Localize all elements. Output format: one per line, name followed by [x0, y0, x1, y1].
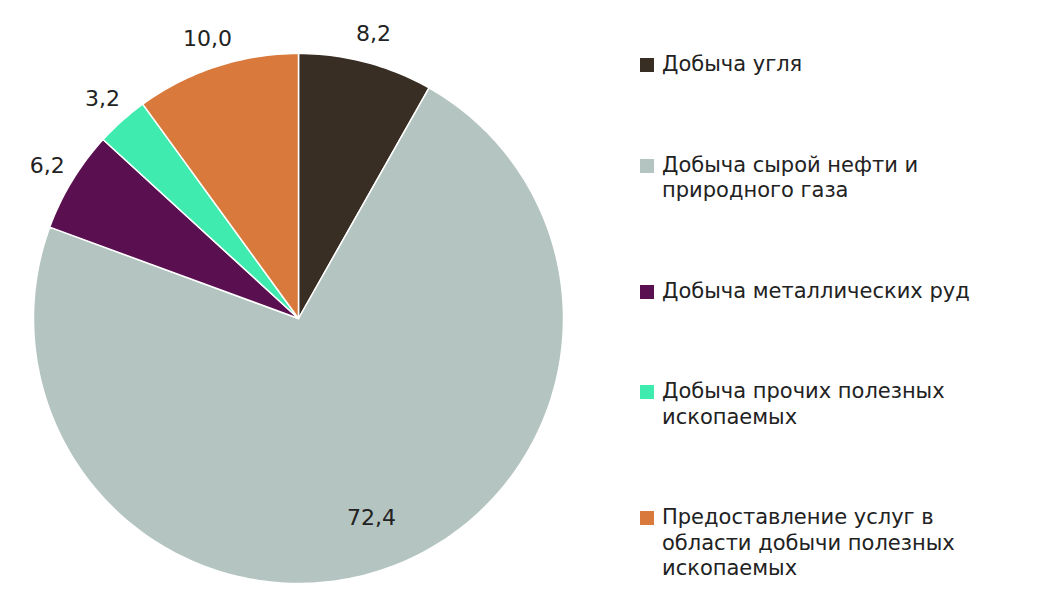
svg-text:72,4: 72,4	[347, 505, 396, 530]
html-text:Предоставление услуг в области: Предоставление услуг в области добычи по…	[662, 505, 955, 580]
svg-text:3,2: 3,2	[85, 86, 120, 111]
svg-text:8,2: 8,2	[356, 21, 391, 46]
html-text:Добыча сырой нефти и природног: Добыча сырой нефти и природного газа	[662, 152, 919, 202]
svg-text:6,2: 6,2	[30, 153, 65, 178]
html-text:Добыча прочих полезных ископае: Добыча прочих полезных ископаемых	[662, 379, 945, 429]
html-text:Добыча металлических руд: Добыча металлических руд	[662, 278, 970, 303]
html-text:Добыча угля: Добыча угля	[662, 52, 803, 76]
svg-text:10,0: 10,0	[183, 26, 232, 51]
